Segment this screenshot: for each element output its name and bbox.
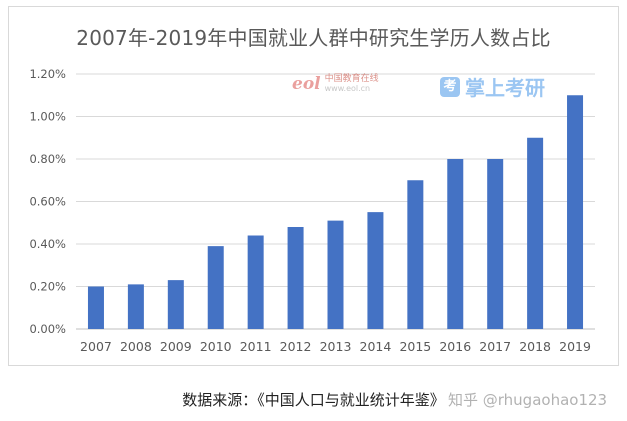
y-tick-label: 0.20%	[29, 280, 66, 294]
bar-2010	[207, 246, 224, 329]
bar-2014	[367, 212, 384, 329]
y-tick-label: 0.00%	[29, 322, 66, 336]
chart-title: 2007年-2019年中国就业人群中研究生学历人数占比	[76, 26, 551, 50]
eol-name: 中国教育在线	[324, 74, 379, 85]
x-tick-label: 2010	[200, 339, 232, 354]
x-tick-label: 2019	[559, 339, 591, 354]
y-tick-label: 0.60%	[29, 195, 66, 209]
bar-2007	[87, 286, 104, 329]
y-tick-label: 0.80%	[29, 152, 66, 166]
data-source: 数据来源：《中国人口与就业统计年鉴》	[182, 391, 445, 409]
eol-url: www.eol.cn	[324, 83, 371, 93]
eol-logo-icon: eol	[292, 74, 321, 94]
bar-2012	[287, 227, 304, 329]
x-tick-label: 2013	[320, 339, 352, 354]
bar-2008	[127, 284, 144, 329]
x-tick-label: 2007	[80, 339, 112, 354]
zsky-name: 掌上考研	[465, 76, 545, 100]
y-tick-label: 1.00%	[29, 110, 66, 124]
y-tick-label: 1.20%	[29, 67, 66, 81]
bar-2013	[327, 220, 344, 329]
bar-2015	[407, 180, 424, 329]
x-tick-label: 2015	[399, 339, 431, 354]
x-tick-label: 2017	[479, 339, 511, 354]
bar-2018	[527, 137, 544, 329]
x-tick-label: 2011	[240, 339, 272, 354]
zsky-watermark: 考 掌上考研	[440, 72, 545, 101]
bar-2009	[167, 280, 184, 329]
x-tick-label: 2012	[280, 339, 312, 354]
x-tick-label: 2014	[360, 339, 392, 354]
x-tick-label: 2009	[160, 339, 192, 354]
zsky-logo-icon: 考	[440, 76, 460, 97]
bar-2011	[247, 235, 264, 329]
chart-frame	[8, 6, 619, 366]
x-tick-label: 2018	[519, 339, 551, 354]
y-tick-label: 0.40%	[29, 237, 66, 251]
bar-2019	[567, 95, 584, 329]
zhihu-watermark: 知乎 @rhugaohao123	[448, 391, 608, 409]
x-tick-label: 2016	[439, 339, 471, 354]
x-tick-label: 2008	[120, 339, 152, 354]
bar-2017	[487, 159, 504, 329]
bar-2016	[447, 159, 464, 329]
eol-watermark: eol 中国教育在线 www.eol.cn	[292, 74, 379, 94]
